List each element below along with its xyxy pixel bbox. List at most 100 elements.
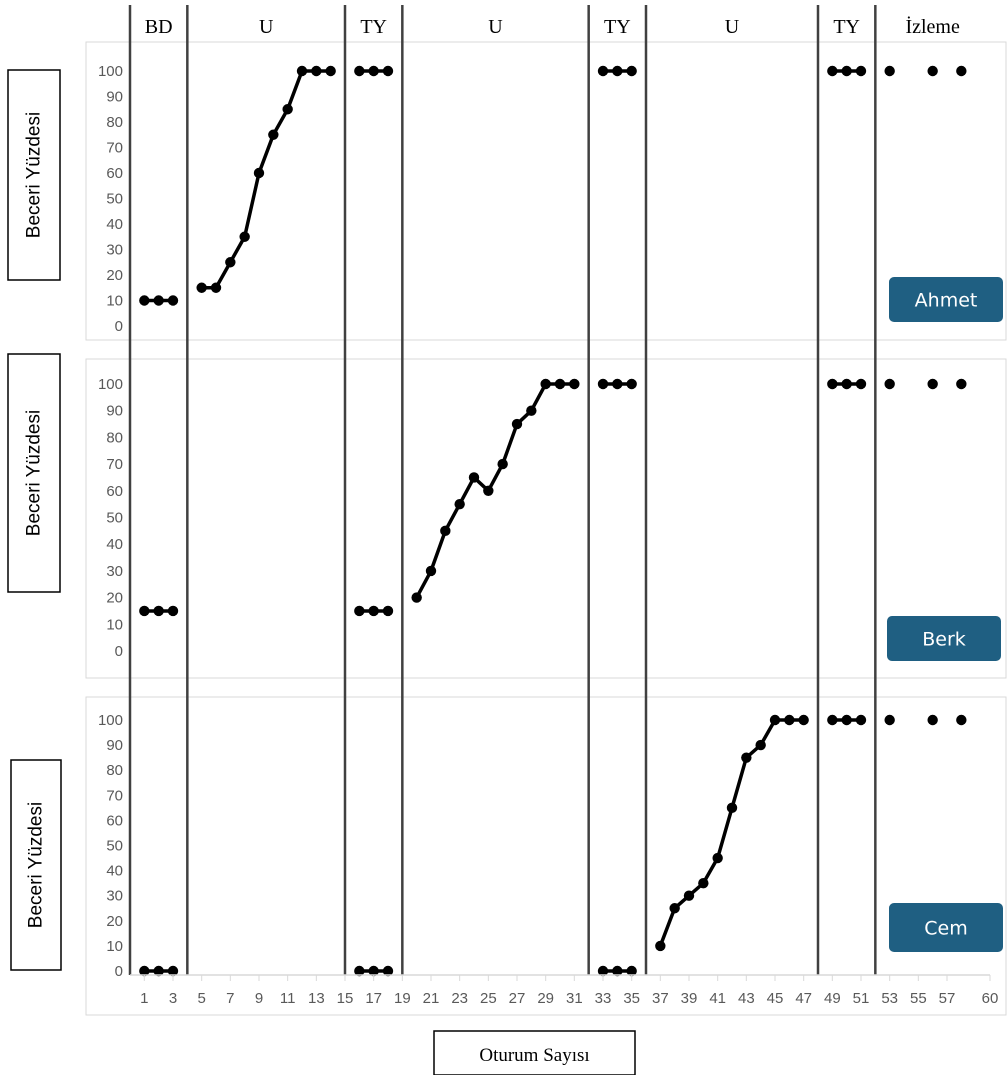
data-point — [884, 714, 895, 726]
x-tick-label: 39 — [681, 990, 698, 1007]
y-tick-label: 60 — [106, 812, 123, 829]
badge-label: Cem — [924, 918, 967, 940]
y-tick-label: 90 — [106, 737, 123, 754]
badge-background — [889, 903, 1003, 952]
data-point — [698, 877, 709, 889]
data-point — [569, 378, 580, 390]
y-tick-label: 30 — [106, 563, 123, 580]
x-tick-label: 31 — [566, 990, 583, 1007]
data-point — [597, 378, 609, 390]
phase-label-7: İzleme — [905, 15, 960, 38]
panel-cem: 0 10 20 30 40 50 60 70 80 90 100 Beceri Yüzdesi Cem — [10, 696, 1007, 1016]
data-point — [956, 378, 967, 390]
series-segment — [884, 714, 895, 726]
participant-badge: Cem — [889, 903, 1003, 952]
series-segment — [139, 965, 179, 977]
y-tick-label: 50 — [106, 838, 123, 855]
data-point — [612, 65, 623, 77]
series-segment — [655, 714, 809, 952]
x-tick-label: 51 — [853, 990, 870, 1007]
x-tick-label: 17 — [365, 990, 382, 1007]
data-point — [440, 525, 451, 537]
data-point — [927, 65, 938, 77]
badge-label: Ahmet — [915, 290, 978, 312]
data-point — [597, 65, 609, 77]
y-tick-label: 100 — [98, 376, 123, 393]
data-point — [382, 965, 394, 977]
y-tick-label: 50 — [106, 510, 123, 527]
x-tick-label: 33 — [595, 990, 612, 1007]
data-point — [841, 714, 852, 726]
series-segment — [956, 65, 967, 77]
data-point — [296, 65, 308, 77]
x-axis: 1 3 5 7 9 11 13 15 17 19 21 23 25 27 29 31 33 35 37 39 41 43 4… — [130, 974, 999, 1007]
x-tick-label: 60 — [982, 990, 999, 1007]
x-tick-label: 19 — [394, 990, 411, 1007]
data-point — [354, 605, 365, 617]
data-point — [784, 714, 795, 726]
y-tick-label: 10 — [106, 616, 123, 633]
series-segment — [139, 295, 179, 306]
data-point — [239, 231, 250, 242]
x-tick-label: 49 — [824, 990, 841, 1007]
phase-label-0: BD — [145, 16, 173, 38]
x-tick-label: 21 — [423, 990, 440, 1007]
data-point — [225, 257, 236, 268]
y-tick-label: 70 — [106, 456, 123, 473]
data-point — [526, 405, 537, 416]
y-tick-label: 30 — [106, 888, 123, 905]
y-tick-label: 100 — [98, 712, 123, 729]
participant-badge: Berk — [887, 616, 1001, 661]
y-axis-label-text: Beceri Yüzdesi — [24, 112, 45, 238]
panel-berk: 0 10 20 30 40 50 60 70 80 90 100 Beceri Yüzdesi Berk — [7, 353, 1007, 679]
y-axis-label: Beceri Yüzdesi — [7, 353, 61, 593]
phase-label-3: U — [488, 16, 503, 38]
data-point — [827, 378, 838, 390]
data-point — [855, 65, 867, 77]
data-point — [841, 65, 852, 77]
y-tick-label: 30 — [106, 242, 123, 259]
series-segment — [354, 605, 394, 617]
series-segment — [354, 65, 394, 77]
series-segment — [354, 965, 394, 977]
data-point — [268, 129, 279, 140]
y-tick-label: 80 — [106, 429, 123, 446]
data-point — [139, 605, 150, 617]
x-tick-label: 29 — [537, 990, 554, 1007]
series-segment — [597, 65, 637, 77]
series-segment — [597, 965, 637, 977]
x-tick-label: 9 — [255, 990, 263, 1007]
x-tick-label: 25 — [480, 990, 497, 1007]
data-point — [554, 378, 566, 390]
series-line — [201, 69, 331, 290]
data-point — [683, 890, 695, 901]
x-tick-label: 5 — [197, 990, 205, 1007]
panel-frame — [85, 41, 1007, 341]
data-point — [196, 282, 207, 293]
data-point — [139, 965, 150, 977]
x-tick-label: 57 — [939, 990, 956, 1007]
x-tick-label: 3 — [169, 990, 177, 1007]
series-segment — [927, 714, 938, 726]
y-tick-label: 90 — [106, 403, 123, 420]
data-point — [425, 565, 437, 577]
y-tick-label: 60 — [106, 483, 123, 500]
y-axis-label-text: Beceri Yüzdesi — [26, 802, 47, 928]
data-point — [841, 378, 852, 390]
y-tick-label: 0 — [115, 318, 123, 335]
phase-label-6: TY — [833, 16, 860, 38]
phase-label-2: TY — [360, 16, 387, 38]
data-point — [612, 378, 623, 390]
series-segment — [196, 65, 336, 293]
x-tick-label: 7 — [226, 990, 234, 1007]
data-point — [626, 378, 637, 390]
data-point — [382, 605, 394, 617]
series-segment — [956, 378, 967, 390]
data-point — [153, 965, 164, 977]
data-point — [540, 378, 551, 390]
data-point — [956, 65, 967, 77]
data-point — [511, 418, 523, 430]
phase-labels: BD U TY U TY U TY İzleme — [145, 15, 960, 38]
